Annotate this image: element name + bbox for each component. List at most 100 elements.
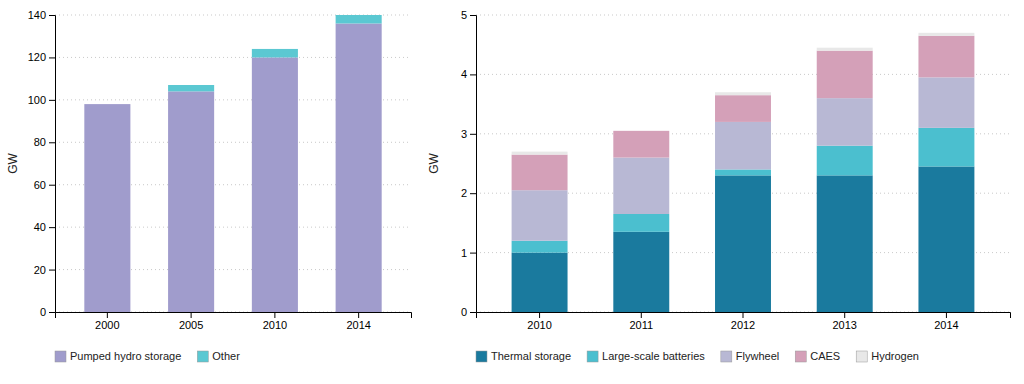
bar-segment: [84, 104, 130, 312]
x-axis-line: [56, 313, 412, 319]
x-tick-label: 2013: [832, 319, 856, 331]
y-axis: 0 1 2 3 4 5: [461, 9, 477, 318]
y-tick-label: 0: [40, 306, 46, 318]
y-tick: 2: [461, 187, 476, 199]
grid: [476, 15, 1010, 312]
y-tick-mark: [470, 312, 476, 313]
y-tick-label: 0: [461, 306, 467, 318]
bar-segment: [336, 23, 382, 312]
bar-segment: [168, 85, 214, 91]
x-tick-mark: [358, 312, 359, 318]
y-tick: 0: [461, 306, 476, 318]
bars: [84, 15, 381, 312]
bar-segment: [918, 128, 974, 167]
x-tick: 2011: [629, 312, 653, 331]
legend-label: Thermal storage: [491, 350, 571, 362]
legend-swatch: [587, 351, 598, 362]
legend-swatch: [721, 351, 732, 362]
y-tick: 80: [34, 136, 55, 148]
x-tick: 2014: [346, 312, 370, 331]
bar-segment: [817, 175, 873, 312]
x-tick-mark: [107, 312, 108, 318]
y-tick: 120: [28, 51, 55, 63]
y-axis: 020406080100120140: [28, 9, 56, 318]
bar-segment: [715, 122, 771, 170]
bar-series: [84, 23, 381, 312]
y-tick: 5: [461, 9, 476, 21]
bar-segment: [252, 57, 298, 312]
y-tick: 0: [40, 306, 55, 318]
y-tick-mark: [49, 100, 55, 101]
bar-segment: [715, 169, 771, 175]
y-tick-mark: [49, 57, 55, 58]
x-tick: 2010: [263, 312, 287, 331]
bar-segment: [512, 190, 568, 240]
bar-segment: [715, 92, 771, 95]
x-tick: 2005: [179, 312, 203, 331]
legend-item: Other: [197, 350, 240, 362]
y-tick-label: 40: [34, 221, 46, 233]
bar-segment: [512, 241, 568, 253]
x-tick-label: 2005: [179, 319, 203, 331]
y-axis-line: [49, 16, 56, 313]
legend-swatch: [197, 351, 208, 362]
x-axis-line: [477, 313, 1011, 319]
y-tick-label: 80: [34, 136, 46, 148]
grid: [55, 15, 411, 312]
bar-segment: [252, 49, 298, 57]
y-tick-label: 3: [461, 128, 467, 140]
y-tick: 100: [28, 94, 55, 106]
legend-item: Hydrogen: [856, 350, 919, 362]
legend: Thermal storageLarge-scale batteriesFlyw…: [476, 350, 919, 362]
y-tick-mark: [470, 134, 476, 135]
y-tick-label: 4: [461, 68, 467, 80]
x-tick-label: 2000: [95, 319, 119, 331]
y-tick: 60: [34, 179, 55, 191]
grid-line: [476, 15, 1010, 16]
y-tick-mark: [49, 270, 55, 271]
y-tick-mark: [49, 15, 55, 16]
y-tick-label: 1: [461, 247, 467, 259]
bars: [512, 33, 975, 312]
bar-segment: [918, 36, 974, 78]
bar-segment: [168, 91, 214, 312]
bar-series: [512, 77, 975, 240]
y-tick: 40: [34, 221, 55, 233]
y-tick-mark: [49, 185, 55, 186]
y-tick: 4: [461, 68, 476, 80]
y-axis-title: GW: [427, 153, 441, 174]
legend-label: CAES: [810, 350, 840, 362]
y-tick-label: 2: [461, 187, 467, 199]
chart-root: 0204060801001201402000200520102014GWPump…: [0, 0, 1024, 384]
x-tick-mark: [641, 312, 642, 318]
x-tick-mark: [946, 312, 947, 318]
bar-segment: [512, 152, 568, 155]
legend-label: Pumped hydro storage: [70, 350, 181, 362]
bar-segment: [613, 214, 669, 232]
y-axis-title: GW: [6, 153, 20, 174]
bar-segment: [84, 104, 130, 105]
y-tick-label: 120: [28, 51, 46, 63]
y-tick-mark: [49, 142, 55, 143]
y-tick: 20: [34, 264, 55, 276]
bar-series: [512, 33, 975, 155]
y-tick-label: 100: [28, 94, 46, 106]
bar-series: [512, 166, 975, 312]
legend-label: Other: [212, 350, 240, 362]
x-tick-mark: [191, 312, 192, 318]
x-tick: 2012: [731, 312, 755, 331]
y-axis-line: [470, 16, 477, 313]
x-axis: 2010 2011 2012 2013 2014: [477, 312, 1011, 331]
x-tick-label: 2014: [934, 319, 958, 331]
bar-segment: [715, 175, 771, 312]
panel: 0204060801001201402000200520102014GWPump…: [6, 9, 412, 362]
x-tick-mark: [539, 312, 540, 318]
bar-segment: [918, 77, 974, 127]
legend-item: Pumped hydro storage: [55, 350, 181, 362]
x-tick-label: 2010: [527, 319, 551, 331]
legend-item: Thermal storage: [476, 350, 571, 362]
y-tick: 3: [461, 128, 476, 140]
x-tick: 2010: [527, 312, 551, 331]
y-tick-label: 20: [34, 264, 46, 276]
x-tick-label: 2011: [629, 319, 653, 331]
